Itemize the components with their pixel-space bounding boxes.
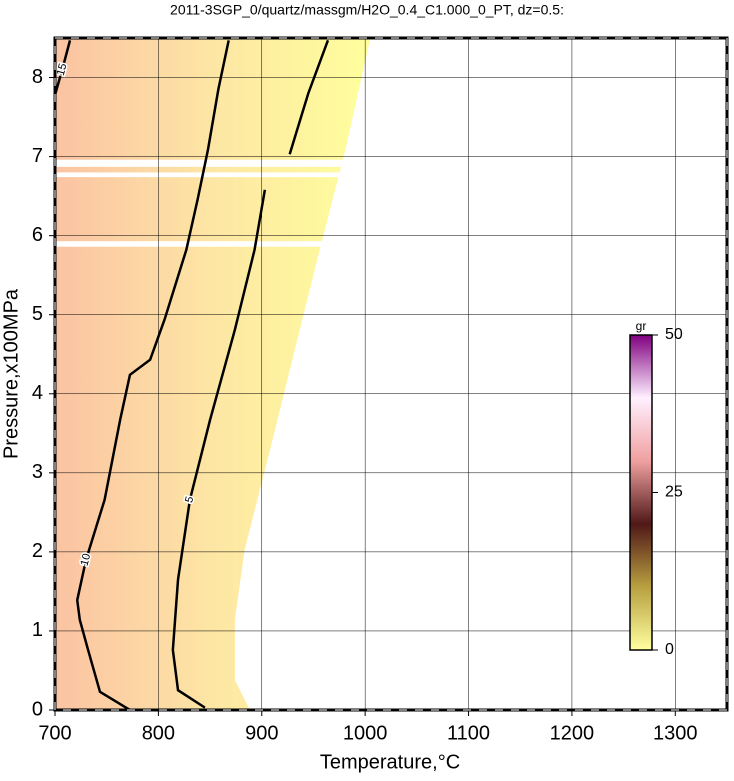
contour-line (171, 39, 330, 709)
x-axis-label: Temperature,°C (320, 751, 460, 773)
x-tick-label: 800 (142, 722, 175, 744)
contour-line (53, 40, 72, 96)
y-tick-label: 0 (32, 698, 43, 720)
missing-band (55, 172, 366, 178)
contour-label: 10 (79, 552, 94, 567)
colorbar-tick-label: 0 (665, 641, 674, 658)
colorbar (629, 334, 653, 651)
contour-label: 15 (55, 62, 70, 77)
chart-title: 2011-3SGP_0/quartz/massgm/H2O_0.4_C1.000… (170, 2, 564, 18)
x-tick-label: 1000 (343, 722, 388, 744)
y-tick-label: 2 (32, 540, 43, 562)
x-tick-label: 1100 (447, 722, 490, 744)
colorbar-label: gr (636, 319, 647, 333)
colorbar-tick-label: 50 (665, 326, 683, 343)
y-tick-label: 8 (32, 66, 43, 88)
x-tick-label: 700 (38, 722, 71, 744)
y-tick-label: 3 (32, 461, 43, 483)
x-tick-label: 1300 (653, 722, 698, 744)
x-tick-label: 1200 (550, 722, 595, 744)
y-tick-label: 7 (32, 145, 43, 167)
missing-band (55, 241, 366, 247)
y-axis-label: Pressure,x100MPa (0, 288, 22, 459)
y-tick-label: 5 (32, 303, 43, 325)
y-tick-label: 1 (32, 619, 43, 641)
data-field (55, 38, 370, 710)
x-tick-label: 900 (245, 722, 278, 744)
missing-band (55, 159, 366, 167)
y-tick-label: 4 (32, 382, 43, 404)
y-tick-label: 6 (32, 224, 43, 246)
contour-line (75, 40, 230, 712)
plot-frame-inner (54, 37, 728, 711)
colorbar-tick-label: 25 (665, 484, 683, 501)
